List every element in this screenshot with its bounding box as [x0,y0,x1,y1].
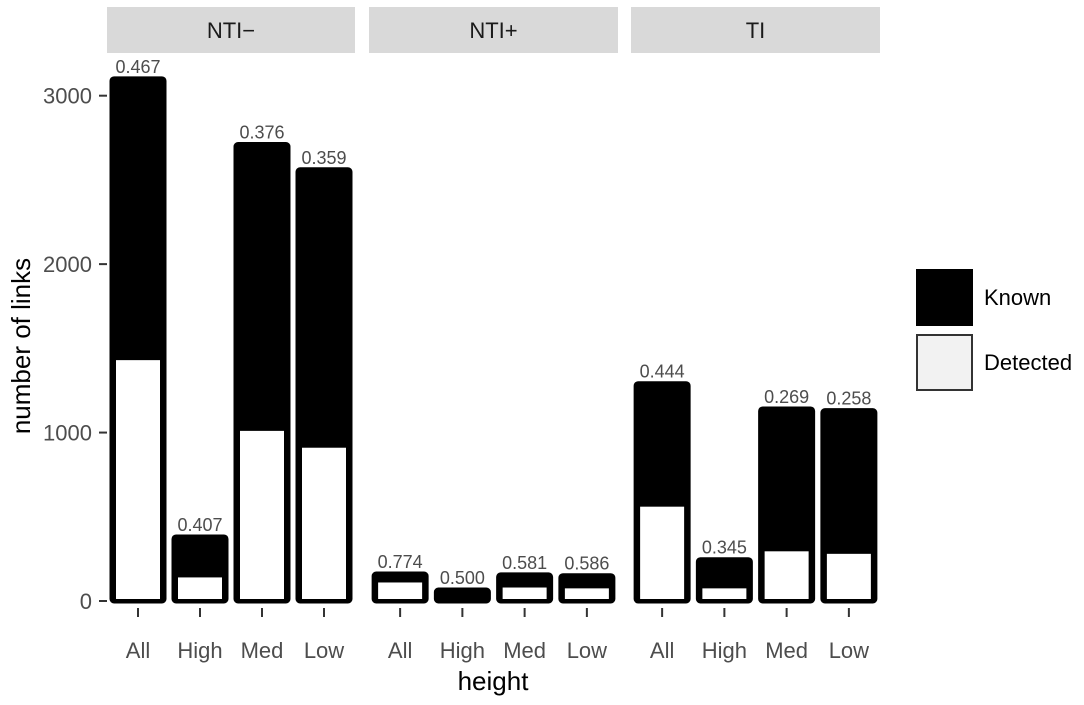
facet-strip [369,7,618,53]
bar-value-label: 0.359 [301,148,346,168]
y-tick-label: 2000 [43,252,92,277]
bar-known [820,408,878,604]
bar-value-label: 0.586 [564,554,609,574]
facet-strip [631,7,880,53]
x-tick-label: High [177,638,222,663]
bar-value-label: 0.500 [440,568,485,588]
bar-detected [640,506,685,599]
legend: Known Detected [916,269,1072,391]
bar-detected [826,553,871,599]
x-axis: All High Med Low All High Med Low All High Med Low [126,608,869,663]
bar-value-label: 0.581 [502,553,547,573]
bar-detected [240,430,284,599]
facet-strip-label: TI [746,18,766,43]
bar-detected [702,588,747,599]
bar-detected [302,447,346,599]
facet-strips: NTI− NTI+ TI [107,7,880,53]
bar-value-label: 0.258 [826,389,871,409]
bar-value-label: 0.774 [378,552,423,572]
bar-value-label: 0.407 [177,515,222,535]
legend-label-detected: Detected [984,350,1072,375]
bar-detected [764,551,809,599]
bar-value-label: 0.345 [702,538,747,558]
x-axis-title: height [458,666,530,696]
x-tick-label: Low [567,638,607,663]
bar-detected [564,588,609,599]
x-tick-label: Low [304,638,344,663]
facet-strip-label: NTI+ [469,18,517,43]
y-axis: 0 1000 2000 3000 [43,84,107,614]
facet-strip-label: NTI− [207,18,255,43]
y-tick-label: 0 [80,589,92,614]
bar-detected [378,582,423,599]
facet-strip [107,7,355,53]
x-tick-label: All [388,638,412,663]
bars-layer: 0.467 0.407 0.376 0.359 0.774 0.500 0.581 0.586… [109,57,878,604]
bar-detected [178,577,222,599]
legend-key-detected [916,334,973,391]
x-tick-label: High [440,638,485,663]
bar-value-label: 0.467 [115,57,160,77]
bar-value-label: 0.376 [239,123,284,143]
y-axis-title: number of links [6,258,36,434]
bar-known [433,587,491,604]
bar-detected [116,360,160,599]
x-tick-label: Med [765,638,808,663]
x-tick-label: All [650,638,674,663]
y-tick-label: 3000 [43,84,92,109]
x-tick-label: All [126,638,150,663]
x-tick-label: Med [241,638,284,663]
bar-value-label: 0.444 [640,362,685,382]
x-tick-label: Low [829,638,869,663]
bar-detected [502,587,547,599]
legend-label-known: Known [984,285,1051,310]
x-tick-label: High [702,638,747,663]
x-tick-label: Med [503,638,546,663]
legend-key-known [916,269,973,326]
y-tick-label: 1000 [43,421,92,446]
bar-value-label: 0.269 [764,387,809,407]
